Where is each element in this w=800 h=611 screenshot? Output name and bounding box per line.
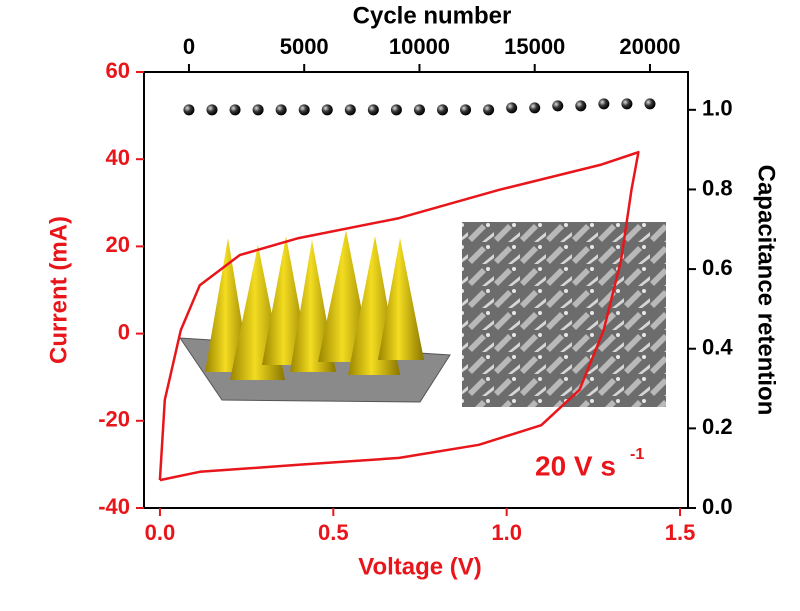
annotation: 20 V s — [535, 450, 616, 481]
plot-frame — [143, 71, 689, 509]
x-tick-label: 0.5 — [318, 520, 349, 545]
y2-tick-label: 0.4 — [702, 335, 733, 360]
retention-point — [275, 104, 287, 116]
y2-tick-label: 0.2 — [702, 414, 733, 439]
y2-axis-title: Capacitance retention — [753, 165, 780, 416]
x-tick-label: 1.5 — [665, 520, 696, 545]
retention-point — [598, 98, 610, 110]
x2-tick-label: 5000 — [280, 34, 329, 59]
retention-point — [390, 104, 402, 116]
retention-point — [644, 98, 656, 110]
retention-point — [575, 100, 587, 112]
retention-point — [437, 104, 449, 116]
y-tick-label: 20 — [106, 232, 130, 257]
retention-point — [529, 102, 541, 114]
y-tick-label: 0 — [118, 319, 130, 344]
x2-tick-label: 20000 — [619, 34, 680, 59]
y-axis-title: Current (mA) — [45, 216, 72, 364]
x2-tick-label: 10000 — [389, 34, 450, 59]
retention-point — [344, 104, 356, 116]
cv-curve — [158, 150, 640, 482]
y-tick-label: -20 — [98, 407, 130, 432]
x2-axis-title: Cycle number — [353, 2, 512, 29]
annotation-superscript: -1 — [630, 446, 644, 463]
retention-point — [552, 100, 564, 112]
x-tick-label: 1.0 — [491, 520, 522, 545]
y-tick-label: -40 — [98, 494, 130, 519]
x2-tick-label: 0 — [183, 34, 195, 59]
retention-point — [621, 98, 633, 110]
retention-point — [229, 104, 241, 116]
retention-point — [506, 102, 518, 114]
sem-inset — [462, 222, 666, 407]
x-axis-title: Voltage (V) — [358, 553, 482, 580]
y-tick-label: 40 — [106, 145, 130, 170]
retention-point — [367, 104, 379, 116]
y2-tick-label: 0.6 — [702, 255, 733, 280]
retention-point — [460, 104, 472, 116]
y2-tick-label: 1.0 — [702, 96, 733, 121]
y2-tick-label: 0.0 — [702, 494, 733, 519]
retention-point — [183, 104, 195, 116]
nanocone-inset — [179, 230, 451, 403]
y-tick-label: 60 — [106, 58, 130, 83]
retention-point — [321, 104, 333, 116]
retention-point — [413, 104, 425, 116]
x-tick-label: 0.0 — [145, 520, 176, 545]
y2-tick-label: 0.8 — [702, 175, 733, 200]
retention-point — [252, 104, 264, 116]
retention-point — [206, 104, 218, 116]
x2-tick-label: 15000 — [504, 34, 565, 59]
retention-point — [298, 104, 310, 116]
retention-point — [483, 104, 495, 116]
